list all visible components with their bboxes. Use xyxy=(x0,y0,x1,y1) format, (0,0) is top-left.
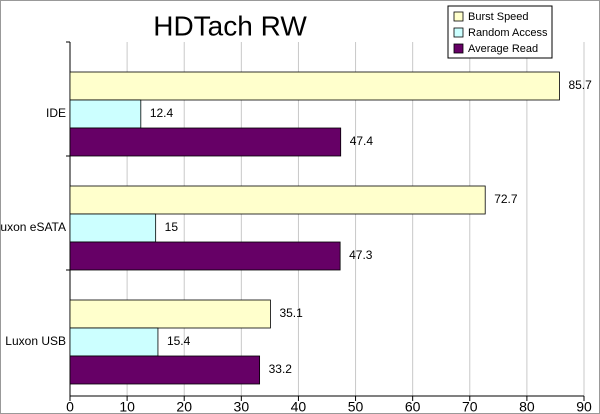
bar xyxy=(69,127,342,157)
legend-swatch xyxy=(453,43,464,54)
x-tick-label: 90 xyxy=(576,399,592,414)
y-tick-label: Luxon eSATA xyxy=(0,220,66,234)
bar xyxy=(69,213,157,243)
data-label: 15 xyxy=(165,220,179,234)
x-tick-label: 80 xyxy=(519,399,535,414)
y-tick-label: IDE xyxy=(46,106,66,120)
y-tick-label: Luxon USB xyxy=(5,334,66,348)
legend-label: Random Access xyxy=(468,27,548,39)
data-label: 15.4 xyxy=(167,334,191,348)
x-tick-label: 10 xyxy=(119,399,135,414)
legend-box xyxy=(447,5,553,59)
bar xyxy=(69,327,159,357)
legend-swatch xyxy=(453,27,464,38)
bar xyxy=(69,71,560,101)
data-label: 12.4 xyxy=(150,106,174,120)
x-tick-label: 70 xyxy=(462,399,478,414)
x-tick-label: 0 xyxy=(66,399,74,414)
data-label: 47.3 xyxy=(349,248,373,262)
chart-title: HDTach RW xyxy=(153,10,307,41)
data-label: 47.4 xyxy=(350,134,374,148)
x-tick-label: 60 xyxy=(405,399,421,414)
legend-label: Average Read xyxy=(468,43,538,55)
legend-swatch xyxy=(453,11,464,22)
data-label: 33.2 xyxy=(269,362,293,376)
data-label: 85.7 xyxy=(568,78,592,92)
bar xyxy=(69,299,271,329)
bar xyxy=(69,99,142,129)
data-label: 72.7 xyxy=(494,192,518,206)
legend-label: Burst Speed xyxy=(468,11,529,23)
bar xyxy=(69,185,486,215)
data-label: 35.1 xyxy=(279,306,303,320)
bar xyxy=(69,241,341,271)
x-tick-label: 30 xyxy=(234,399,250,414)
x-tick-label: 40 xyxy=(291,399,307,414)
x-tick-label: 20 xyxy=(176,399,192,414)
bar xyxy=(69,355,261,385)
x-tick-label: 50 xyxy=(348,399,364,414)
